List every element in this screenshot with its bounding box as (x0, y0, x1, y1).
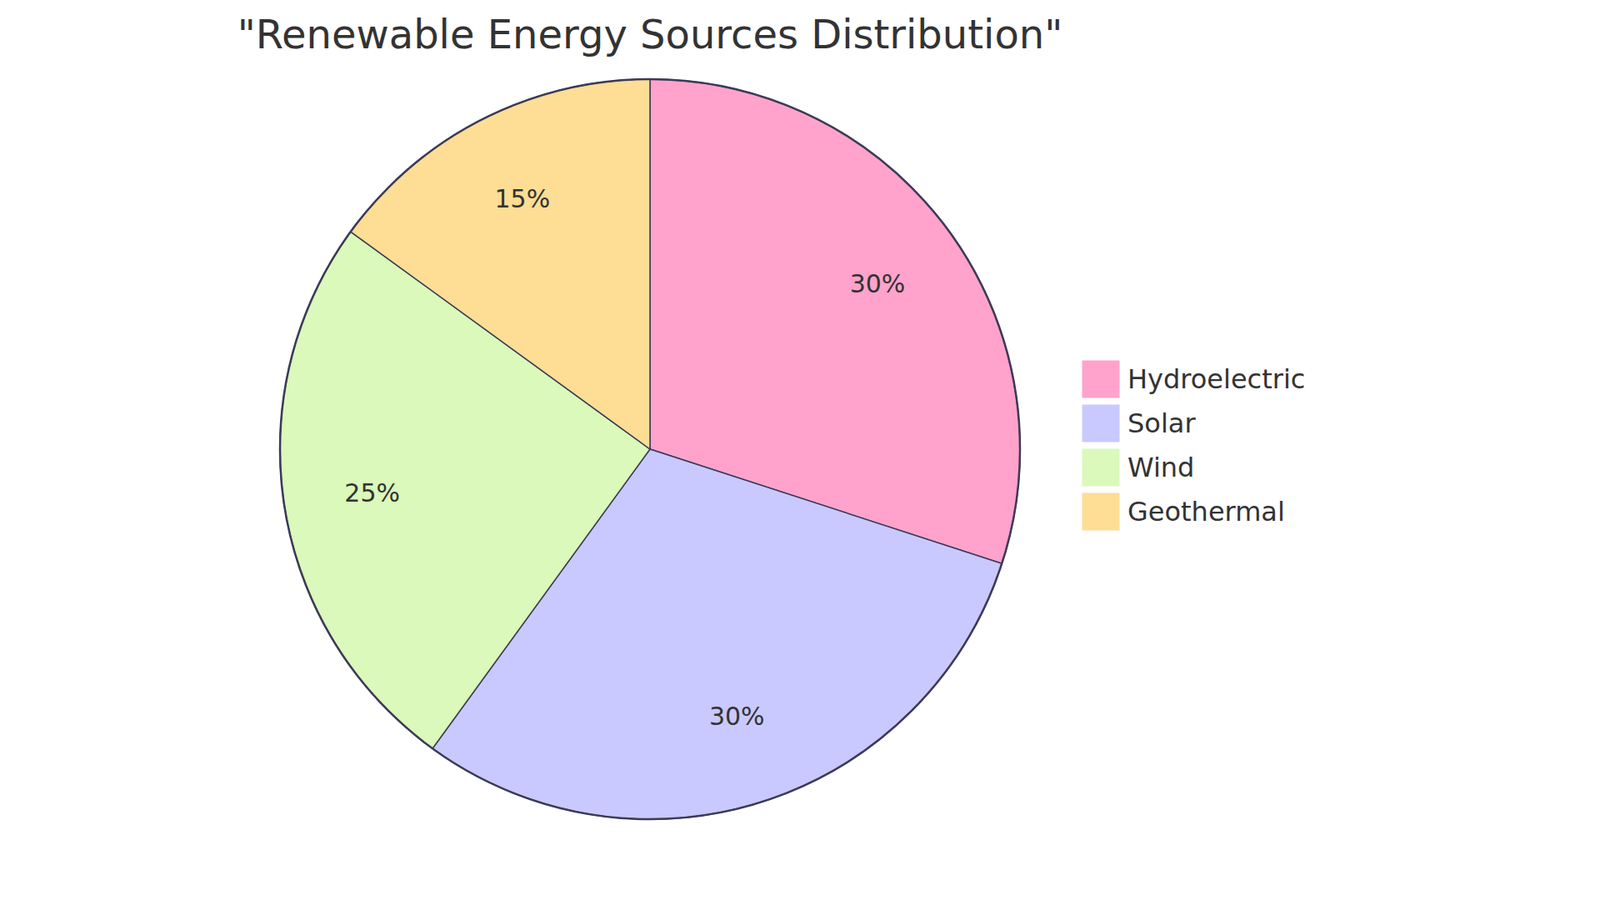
legend-label: Geothermal (1127, 495, 1285, 528)
legend: Hydroelectric Solar Wind Geothermal (1082, 360, 1305, 530)
pie-outline (280, 79, 1020, 820)
legend-label: Solar (1127, 407, 1196, 440)
legend-swatch (1082, 405, 1120, 442)
data-label: 30% (850, 269, 906, 299)
legend-label: Hydroelectric (1127, 363, 1305, 395)
legend-swatch (1082, 449, 1120, 486)
chart: "Renewable Energy Sources Distribution" 3… (0, 0, 1600, 900)
slice (350, 79, 650, 450)
legend-swatch (1082, 360, 1120, 398)
data-label: 25% (344, 478, 400, 508)
data-label: 30% (709, 701, 765, 731)
title: "Renewable Energy Sources Distribution" (237, 10, 1064, 58)
pie: 30% 30% 25% 15% (280, 79, 1020, 820)
data-label: 15% (494, 184, 550, 214)
legend-label: Wind (1127, 451, 1195, 484)
legend-swatch (1082, 493, 1120, 530)
